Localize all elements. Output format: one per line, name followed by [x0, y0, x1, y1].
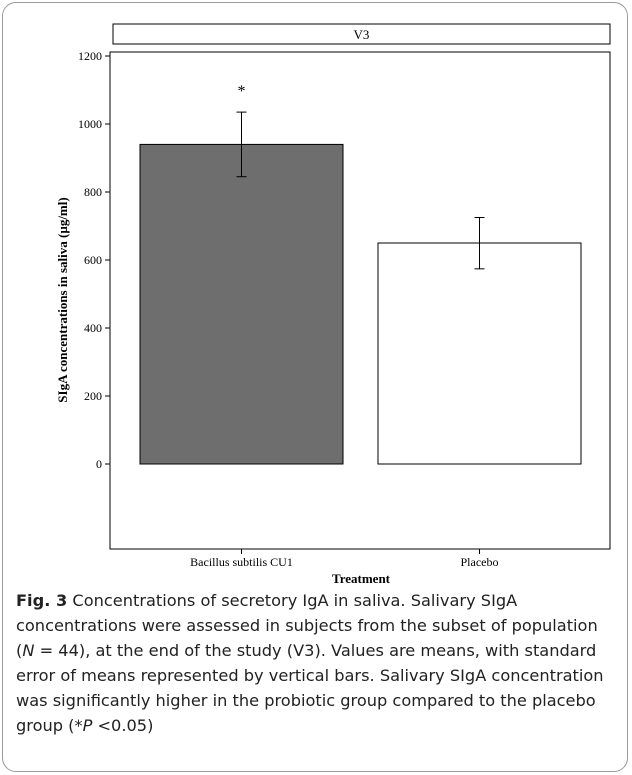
x-tick-label: Bacillus subtilis CU1 [190, 555, 293, 569]
significance-marker: * [238, 83, 246, 100]
caption-p-symbol: P [82, 716, 93, 735]
y-axis: 0 200 400 600 800 1000 1200 [78, 49, 110, 471]
x-axis: Bacillus subtilis CU1 Placebo [190, 549, 499, 569]
y-tick-label: 800 [84, 185, 102, 199]
plot-frame [109, 51, 611, 550]
bars-group: * [139, 83, 582, 465]
y-tick-label: 400 [84, 321, 102, 335]
y-tick-label: 200 [84, 389, 102, 403]
y-tick-label: 1200 [78, 49, 102, 63]
panel-strip [112, 23, 611, 45]
figure-caption: Fig. 3 Concentrations of secretory IgA i… [16, 588, 620, 738]
y-axis-title: SIgA concentrations in saliva (µg/ml) [55, 197, 70, 402]
caption-n-symbol: N [22, 641, 35, 660]
y-tick-label: 0 [96, 457, 102, 471]
caption-text-1: Concentrations of secretory IgA in saliv… [16, 591, 598, 660]
bar [377, 242, 582, 465]
bar [139, 143, 344, 465]
caption-label: Fig. 3 [16, 591, 68, 610]
caption-text-2: = 44), at the end of the study (V3). Val… [16, 641, 604, 735]
x-tick-label: Placebo [461, 555, 499, 569]
x-axis-title: Treatment [332, 571, 391, 586]
y-tick-label: 1000 [78, 117, 102, 131]
caption-text-3: <0.05) [92, 716, 154, 735]
y-tick-label: 600 [84, 253, 102, 267]
bar-chart: V3 0 200 400 600 800 1000 1200 * Bacillus subt… [55, 23, 611, 586]
panel-label: V3 [354, 27, 370, 42]
